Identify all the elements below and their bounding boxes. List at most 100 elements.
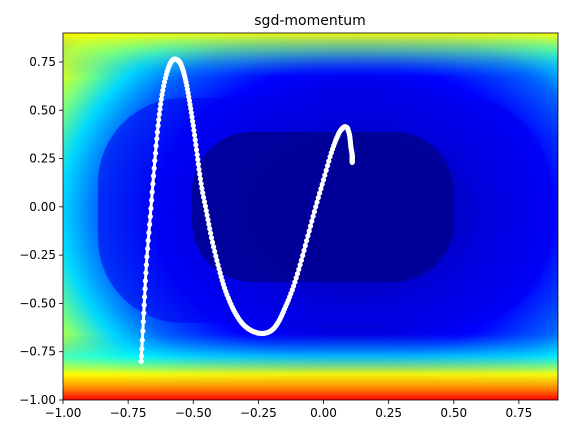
- trajectory-point: [142, 294, 148, 300]
- trajectory-point: [143, 262, 149, 268]
- trajectory-point: [327, 154, 333, 160]
- trajectory-point: [154, 136, 160, 142]
- trajectory-point: [201, 199, 208, 205]
- trajectory-point: [192, 132, 198, 138]
- trajectory-point: [293, 275, 299, 281]
- y-tick-label: 0.00: [29, 200, 56, 214]
- trajectory-point: [315, 195, 321, 201]
- trajectory-point: [188, 105, 194, 112]
- trajectory-point: [189, 114, 195, 120]
- trajectory-point: [317, 190, 323, 196]
- trajectory-point: [322, 172, 328, 178]
- trajectory-point: [142, 278, 148, 284]
- trajectory-point: [161, 83, 167, 89]
- x-tick-label: −0.25: [240, 406, 277, 420]
- trajectory-point: [142, 286, 148, 292]
- trajectory-point: [297, 262, 303, 268]
- trajectory-point: [208, 230, 214, 236]
- contour-innermost-level: [192, 132, 454, 282]
- y-tick-label: −0.50: [19, 296, 56, 310]
- trajectory-point: [190, 118, 196, 124]
- trajectory-point: [159, 92, 165, 98]
- trajectory-point: [140, 319, 146, 325]
- trajectory-point: [207, 226, 213, 232]
- trajectory-point: [196, 166, 202, 172]
- trajectory-point: [212, 248, 218, 255]
- trajectory-point: [215, 262, 221, 268]
- trajectory-point: [156, 117, 162, 123]
- trajectory-point: [217, 270, 223, 276]
- trajectory-point: [148, 205, 154, 211]
- trajectory-point: [195, 156, 201, 163]
- x-tick-label: 0.25: [375, 406, 402, 420]
- trajectory-point: [146, 230, 152, 236]
- trajectory-point: [211, 244, 217, 250]
- trajectory-point: [314, 199, 320, 205]
- trajectory-point: [198, 181, 204, 187]
- trajectory-point: [145, 246, 151, 252]
- trajectory-point: [313, 204, 319, 210]
- trajectory-point: [186, 98, 192, 104]
- trajectory-point: [188, 110, 194, 116]
- trajectory-point: [203, 208, 209, 214]
- trajectory-point: [205, 217, 211, 223]
- trajectory-point: [141, 302, 147, 308]
- trajectory-point: [213, 253, 219, 259]
- trajectory-point: [310, 213, 316, 219]
- trajectory-point: [318, 186, 324, 192]
- trajectory-point: [199, 185, 205, 191]
- trajectory-point: [187, 101, 193, 108]
- trajectory-point: [144, 254, 150, 260]
- x-tick-label: −0.50: [175, 406, 212, 420]
- trajectory-point: [151, 165, 157, 171]
- trajectory-point: [141, 310, 147, 316]
- trajectory-point: [197, 171, 203, 177]
- trajectory-point: [206, 221, 212, 227]
- trajectory-point: [301, 247, 307, 254]
- trajectory-point: [158, 101, 164, 107]
- trajectory-point: [194, 152, 200, 158]
- trajectory-point: [208, 235, 215, 241]
- trajectory-point: [202, 203, 208, 209]
- trajectory-point: [195, 161, 201, 167]
- trajectory-point: [140, 328, 146, 334]
- trajectory-point: [307, 223, 314, 229]
- trajectory-point: [143, 270, 149, 276]
- trajectory-point: [294, 271, 301, 277]
- trajectory-point: [306, 228, 312, 234]
- y-tick-label: −0.75: [19, 345, 56, 359]
- plot-area: [63, 33, 558, 400]
- trajectory-point: [152, 158, 158, 164]
- trajectory-point: [139, 337, 145, 343]
- trajectory-point: [139, 346, 145, 352]
- trajectory-point: [155, 123, 161, 129]
- chart-title: sgd-momentum: [254, 13, 365, 29]
- x-tick-label: 0.00: [310, 406, 337, 420]
- trajectory-point: [319, 181, 325, 187]
- trajectory-point: [147, 213, 153, 220]
- trajectory-point: [309, 218, 315, 224]
- trajectory-point: [149, 189, 155, 195]
- trajectory-point: [153, 143, 159, 149]
- trajectory-point: [216, 266, 222, 272]
- trajectory-point: [138, 353, 144, 359]
- trajectory-point: [147, 221, 153, 228]
- x-tick-label: −1.00: [45, 406, 82, 420]
- y-tick-label: 0.75: [29, 55, 56, 69]
- trajectory-point: [191, 127, 197, 133]
- trajectory-point: [209, 239, 216, 245]
- trajectory-point: [150, 173, 157, 179]
- trajectory-point: [300, 252, 306, 258]
- trajectory-point: [298, 257, 304, 263]
- trajectory-point: [149, 197, 155, 203]
- y-axis: −1.00 −0.75 −0.50 −0.25 0.00 0.25 0.50 0.75: [19, 55, 63, 407]
- x-tick-label: −0.75: [110, 406, 147, 420]
- trajectory-point: [138, 358, 144, 364]
- trajectory-point: [349, 159, 355, 165]
- trajectory-point: [145, 238, 151, 244]
- y-tick-label: 0.25: [29, 152, 56, 166]
- trajectory-point: [214, 257, 220, 264]
- trajectory-point: [192, 137, 198, 143]
- trajectory-point: [305, 233, 311, 239]
